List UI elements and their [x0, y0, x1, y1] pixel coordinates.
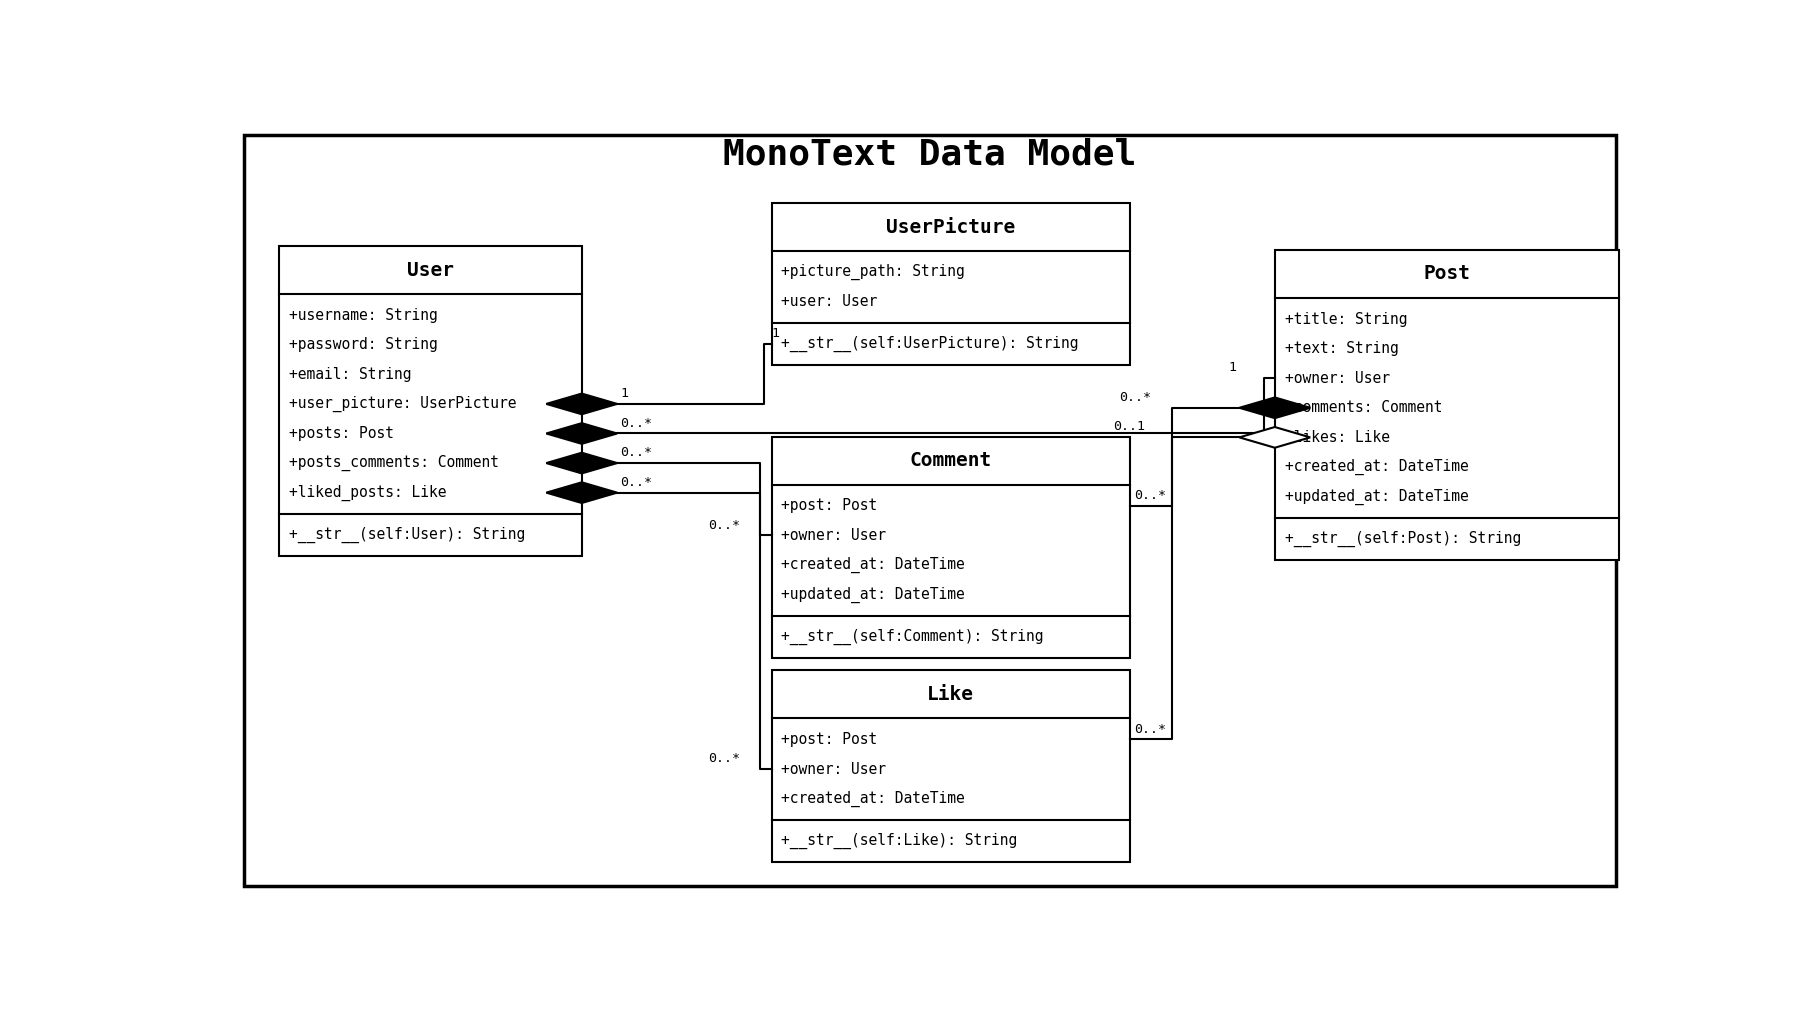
Polygon shape [546, 453, 617, 473]
Text: +post: Post: +post: Post [782, 498, 878, 514]
Text: +title: String: +title: String [1284, 311, 1408, 327]
Text: +liked_posts: Like: +liked_posts: Like [288, 484, 446, 500]
Text: +user_picture: UserPicture: +user_picture: UserPicture [288, 395, 517, 412]
Text: +password: String: +password: String [288, 338, 437, 352]
Text: +__str__(self:UserPicture): String: +__str__(self:UserPicture): String [782, 336, 1079, 352]
Polygon shape [546, 482, 617, 503]
Text: Post: Post [1424, 265, 1471, 283]
Text: 0..*: 0..* [707, 752, 740, 765]
Polygon shape [546, 393, 617, 415]
Bar [279, 246, 582, 556]
Text: Like: Like [927, 684, 974, 704]
Text: +__str__(self:Comment): String: +__str__(self:Comment): String [782, 629, 1043, 645]
Text: +email: String: +email: String [288, 367, 412, 382]
Text: +posts: Post: +posts: Post [288, 426, 394, 441]
Text: +picture_path: String: +picture_path: String [782, 264, 965, 280]
Bar [1275, 250, 1620, 560]
Text: +posts_comments: Comment: +posts_comments: Comment [288, 455, 499, 471]
Text: +created_at: DateTime: +created_at: DateTime [782, 791, 965, 807]
Polygon shape [1239, 397, 1310, 419]
Text: +comments: Comment: +comments: Comment [1284, 400, 1442, 416]
Text: UserPicture: UserPicture [885, 217, 1016, 237]
Text: 0..*: 0..* [620, 446, 651, 459]
Polygon shape [1239, 427, 1310, 448]
Text: +owner: User: +owner: User [782, 761, 887, 776]
Text: +created_at: DateTime: +created_at: DateTime [782, 557, 965, 573]
Text: 1: 1 [771, 328, 780, 340]
Text: +__str__(self:Like): String: +__str__(self:Like): String [782, 832, 1018, 848]
Text: 0..1: 0..1 [1114, 421, 1145, 434]
Text: +updated_at: DateTime: +updated_at: DateTime [1284, 488, 1468, 504]
Text: +username: String: +username: String [288, 307, 437, 323]
Polygon shape [546, 424, 617, 444]
Text: 1: 1 [620, 387, 628, 400]
Text: +__str__(self:Post): String: +__str__(self:Post): String [1284, 531, 1520, 547]
Text: 0..*: 0..* [1134, 723, 1166, 736]
Text: 0..*: 0..* [620, 476, 651, 488]
Text: +owner: User: +owner: User [782, 528, 887, 543]
Text: +created_at: DateTime: +created_at: DateTime [1284, 459, 1468, 475]
Bar [771, 670, 1130, 861]
Text: 1: 1 [1228, 361, 1237, 374]
Bar [771, 203, 1130, 365]
Text: +owner: User: +owner: User [1284, 371, 1390, 386]
Text: +text: String: +text: String [1284, 341, 1399, 356]
Text: User: User [406, 261, 454, 279]
Text: Comment: Comment [909, 451, 992, 470]
Text: +post: Post: +post: Post [782, 732, 878, 747]
Text: 0..*: 0..* [620, 417, 651, 430]
Text: +__str__(self:User): String: +__str__(self:User): String [288, 527, 526, 543]
Text: 0..*: 0..* [707, 519, 740, 532]
Text: MonoText Data Model: MonoText Data Model [724, 137, 1136, 172]
Text: +updated_at: DateTime: +updated_at: DateTime [782, 586, 965, 603]
Bar [771, 437, 1130, 658]
Text: 0..*: 0..* [1134, 489, 1166, 502]
Text: 0..*: 0..* [1119, 391, 1150, 404]
Text: +likes: Like: +likes: Like [1284, 430, 1390, 445]
Text: +user: User: +user: User [782, 294, 878, 309]
